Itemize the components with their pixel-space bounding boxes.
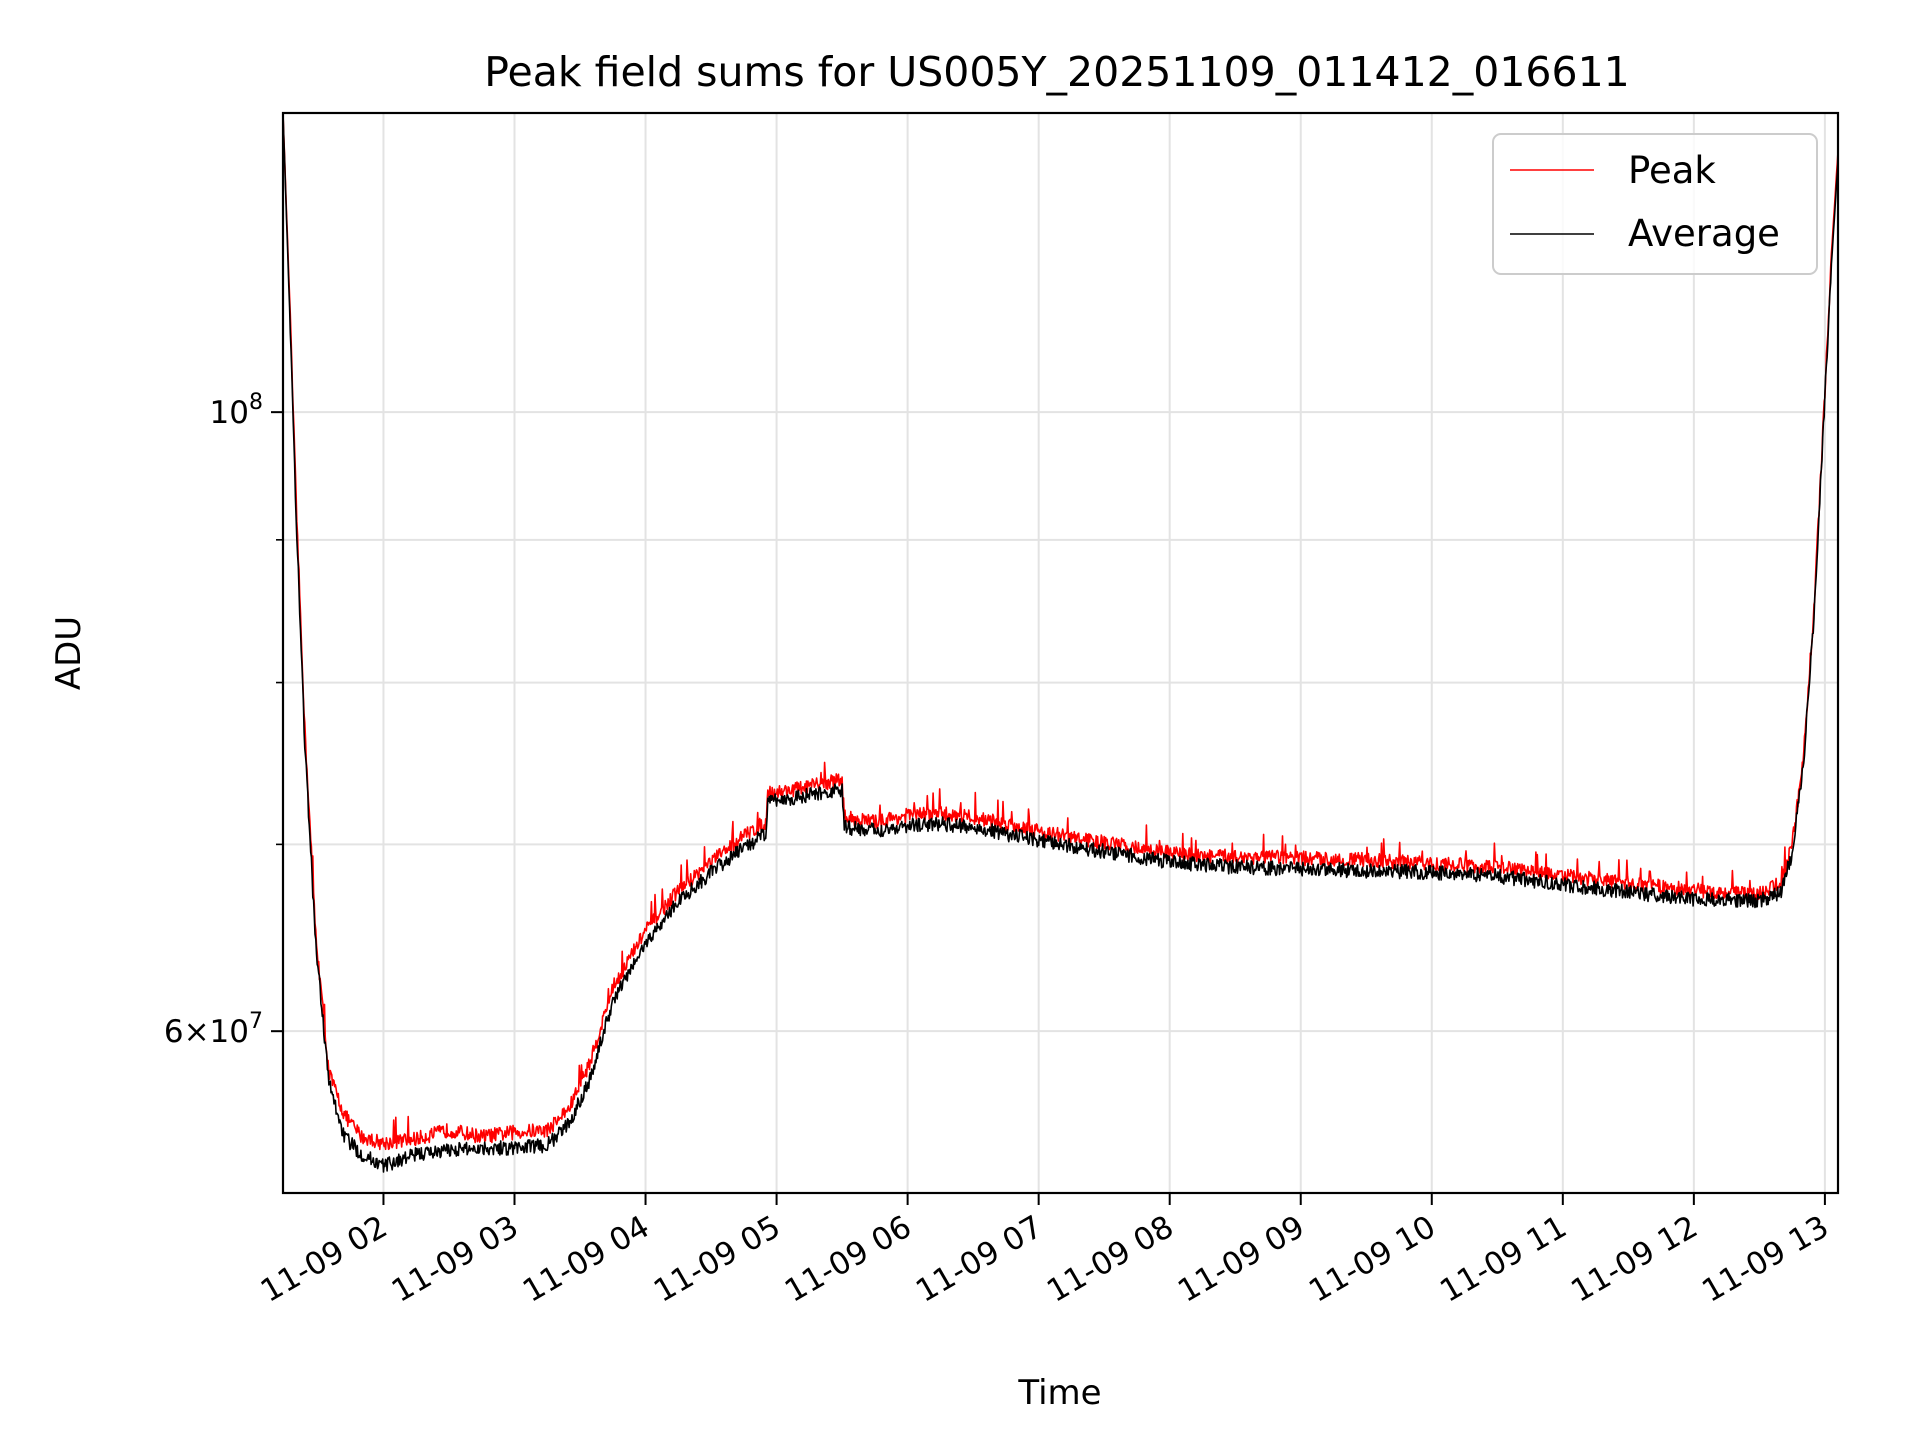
- series-line-average: [283, 113, 1838, 1173]
- plot-area: [283, 113, 1838, 1173]
- legend-label-peak: Peak: [1628, 149, 1716, 192]
- legend-box: [1492, 133, 1818, 275]
- legend: Peak Average: [1492, 133, 1818, 275]
- chart-title: Peak field sums for US005Y_20251109_0114…: [484, 48, 1630, 96]
- plot-frame: [281, 111, 1840, 1195]
- y-axis-label: ADU: [49, 616, 89, 690]
- series-layer: [283, 113, 1838, 1173]
- y-tick-label: 6×107: [164, 1009, 263, 1050]
- legend-label-average: Average: [1628, 212, 1780, 255]
- x-axis-label: Time: [1017, 1373, 1101, 1413]
